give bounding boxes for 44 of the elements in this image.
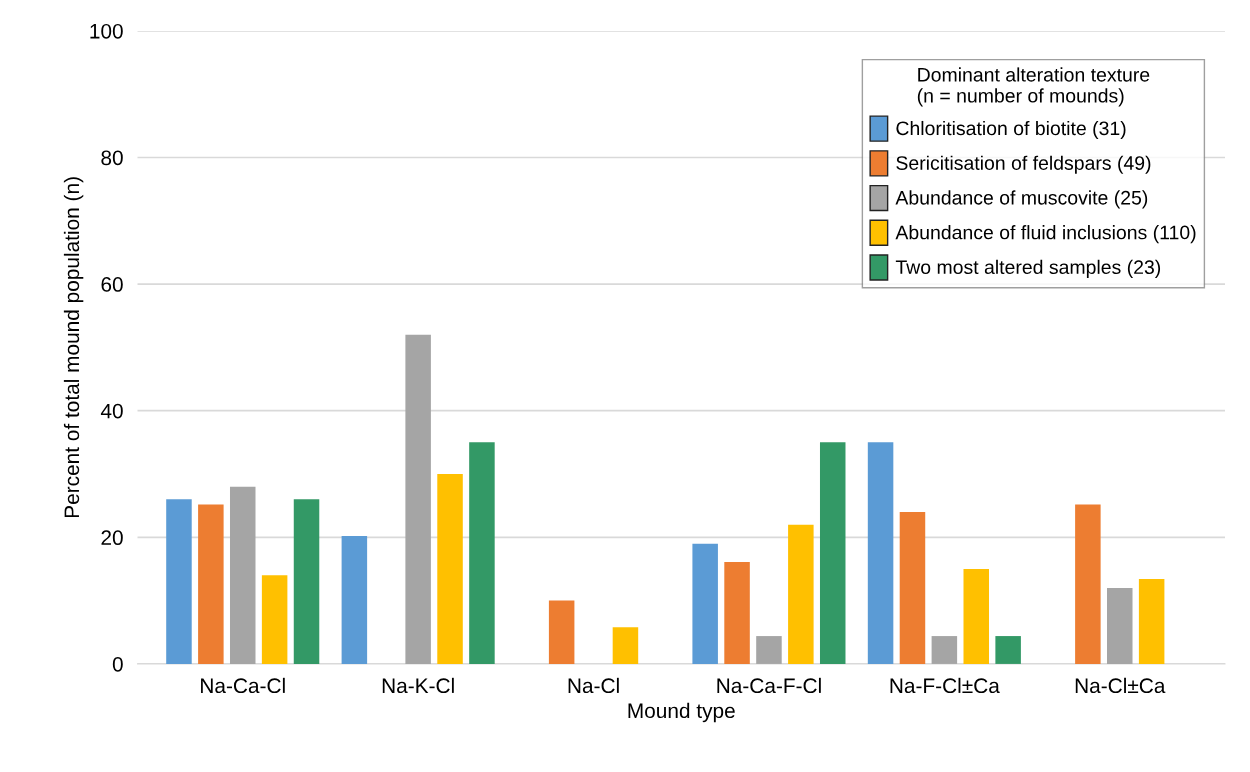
bar xyxy=(899,511,926,664)
y-tick-label: 0 xyxy=(112,656,123,672)
x-tick-label: Na-Cl xyxy=(568,677,619,694)
y-axis-title: Percent of total mound population (n) xyxy=(63,177,84,518)
legend-label: Two most altered samples (23) xyxy=(895,259,1161,278)
bar xyxy=(995,636,1021,664)
bar xyxy=(756,636,782,664)
x-tick-label: Na-Ca-F-Cl xyxy=(717,677,821,694)
legend-title: Dominant alteration texture (n = number of mounds) xyxy=(917,67,1150,107)
y-tick-label: 80 xyxy=(101,150,123,166)
bar xyxy=(819,442,846,664)
y-tick-label: 60 xyxy=(101,277,123,292)
x-tick-label: Na-Ca-Cl xyxy=(201,677,285,694)
y-tick-label: 20 xyxy=(101,530,123,546)
legend-label: Abundance of fluid inclusions (110) xyxy=(895,225,1196,244)
bar xyxy=(931,636,958,664)
bar xyxy=(1107,587,1133,664)
y-tick-label: 40 xyxy=(100,403,123,419)
bar xyxy=(724,562,750,664)
bar xyxy=(469,442,495,664)
x-tick-label: Na-Cl±Ca xyxy=(1075,677,1166,694)
bar xyxy=(548,600,575,664)
bar xyxy=(963,568,989,664)
bar xyxy=(1138,579,1165,664)
bar xyxy=(341,536,368,664)
bar xyxy=(437,474,463,664)
legend-label: Abundance of muscovite (25) xyxy=(895,190,1148,209)
x-tick-label: Na-F-Cl±Ca xyxy=(890,677,1000,694)
bar xyxy=(692,543,718,664)
bar xyxy=(198,504,224,664)
bar xyxy=(229,486,256,664)
legend-label: Chloritisation of biotite (31) xyxy=(896,120,1126,140)
x-axis-title: Mound type xyxy=(628,702,735,723)
bar xyxy=(293,499,320,664)
bar xyxy=(405,334,431,664)
bar xyxy=(867,442,894,664)
x-tick-label: Na-K-Cl xyxy=(382,677,454,694)
bar xyxy=(166,499,192,664)
bar xyxy=(261,575,288,664)
bar xyxy=(1075,504,1101,664)
bar xyxy=(612,627,639,664)
bar xyxy=(788,524,814,664)
legend-label: Sericitisation of feldspars (49) xyxy=(896,155,1151,174)
y-tick-label: 100 xyxy=(90,23,123,39)
